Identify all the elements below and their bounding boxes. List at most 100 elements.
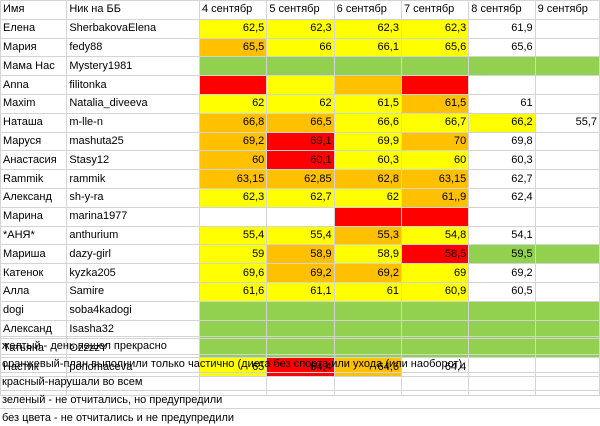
weight-cell[interactable]: 62,5 [198,18,268,39]
weight-cell[interactable] [534,93,600,114]
name-cell[interactable]: Мария [0,37,68,58]
weight-cell[interactable] [198,56,268,77]
weight-cell[interactable]: 66,6 [333,112,402,133]
name-cell[interactable]: Елена [0,18,68,39]
nickname-cell[interactable]: rammik [66,169,200,189]
weight-cell[interactable] [534,150,600,171]
weight-cell[interactable]: 65,5 [198,37,268,58]
name-cell[interactable]: dogi [0,300,68,321]
weight-cell[interactable] [468,75,536,95]
weight-cell[interactable] [198,300,268,321]
weight-cell[interactable]: 55,3 [333,225,402,246]
name-cell[interactable]: Мариша [0,244,68,265]
weight-cell[interactable]: 54,8 [400,225,470,246]
nickname-cell[interactable]: Stasy12 [66,150,200,171]
weight-cell[interactable]: 61 [333,281,402,302]
weight-cell[interactable] [400,319,470,340]
weight-cell[interactable]: 63,15 [400,169,470,189]
weight-cell[interactable]: 64,4 [400,357,470,377]
weight-cell[interactable]: 65,6 [400,37,470,58]
nickname-cell[interactable]: kyzka205 [66,263,200,283]
weight-cell[interactable] [534,263,600,283]
weight-cell[interactable] [534,281,600,302]
weight-cell[interactable] [400,206,470,227]
weight-cell[interactable] [534,244,600,265]
nickname-cell[interactable]: Samire [66,281,200,302]
weight-cell[interactable] [400,300,470,321]
weight-cell[interactable] [534,187,600,208]
name-cell[interactable]: Александ [0,187,68,208]
weight-cell[interactable]: 58,9 [333,244,402,265]
weight-cell[interactable]: 62,7 [266,187,335,208]
weight-cell[interactable]: 66,2 [468,112,536,133]
weight-cell[interactable]: 63,15 [198,169,268,189]
name-cell[interactable]: Наташа [0,112,68,133]
weight-cell[interactable]: 61,5 [400,93,470,114]
name-cell[interactable]: Анастасия [0,150,68,171]
weight-cell[interactable] [534,206,600,227]
weight-cell[interactable]: 62 [266,93,335,114]
weight-cell[interactable]: 60,3 [333,150,402,171]
column-header[interactable]: Имя [0,0,68,20]
name-cell[interactable]: Anna [0,75,68,95]
name-cell[interactable]: Маруся [0,131,68,152]
weight-cell[interactable]: 62,3 [198,187,268,208]
weight-cell[interactable]: 61,6 [198,281,268,302]
weight-cell[interactable] [266,338,335,359]
weight-cell[interactable] [534,131,600,152]
weight-cell[interactable] [534,338,600,359]
name-cell[interactable]: Алла [0,281,68,302]
weight-cell[interactable] [266,319,335,340]
weight-cell[interactable]: 66,5 [266,112,335,133]
weight-cell[interactable] [333,75,402,95]
weight-cell[interactable]: 69,2 [266,263,335,283]
weight-cell[interactable]: 69,8 [468,131,536,152]
nickname-cell[interactable]: marina1977 [66,206,200,227]
weight-cell[interactable]: 55,4 [198,225,268,246]
name-cell[interactable]: Настик [0,357,68,377]
nickname-cell[interactable]: mashuta25 [66,131,200,152]
weight-cell[interactable] [534,18,600,39]
weight-cell[interactable]: 69,2 [468,263,536,283]
weight-cell[interactable]: 62 [333,187,402,208]
weight-cell[interactable]: 61,9 [468,18,536,39]
weight-cell[interactable]: 60,3 [468,150,536,171]
weight-cell[interactable]: 65 [198,357,268,377]
weight-cell[interactable]: 69,2 [333,263,402,283]
weight-cell[interactable]: 55,7 [534,112,600,133]
name-cell[interactable]: Maxim [0,93,68,114]
column-header[interactable]: Ник на ББ [66,0,200,20]
weight-cell[interactable]: 60,5 [468,281,536,302]
weight-cell[interactable] [534,37,600,58]
weight-cell[interactable]: 60 [400,150,470,171]
weight-cell[interactable]: 62 [198,93,268,114]
weight-cell[interactable]: 66,7 [400,112,470,133]
nickname-cell[interactable]: anthurium [66,225,200,246]
weight-cell[interactable]: 69,9 [333,131,402,152]
nickname-cell[interactable]: sh-y-ra [66,187,200,208]
column-header[interactable]: 5 сентябр [266,0,335,20]
name-cell[interactable]: *АНЯ* [0,225,68,246]
weight-cell[interactable] [266,206,335,227]
weight-cell[interactable] [468,300,536,321]
weight-cell[interactable] [400,56,470,77]
nickname-cell[interactable]: soba4kadogi [66,300,200,321]
weight-cell[interactable] [534,225,600,246]
nickname-cell[interactable]: OzzzzY [66,338,200,359]
nickname-cell[interactable]: Isasha32 [66,319,200,340]
nickname-cell[interactable]: m-lle-n [66,112,200,133]
weight-cell[interactable]: 62,85 [266,169,335,189]
weight-cell[interactable]: 60 [198,150,268,171]
weight-cell[interactable] [198,206,268,227]
column-header[interactable]: 8 сентябр [468,0,536,20]
weight-cell[interactable]: 62,3 [400,18,470,39]
weight-cell[interactable] [266,56,335,77]
weight-cell[interactable] [333,56,402,77]
weight-cell[interactable]: 54,1 [468,225,536,246]
weight-cell[interactable]: 66,1 [333,37,402,58]
weight-cell[interactable] [266,75,335,95]
weight-cell[interactable]: 59,5 [468,244,536,265]
weight-cell[interactable]: 58,5 [400,244,470,265]
weight-cell[interactable]: 61,,9 [400,187,470,208]
weight-cell[interactable] [198,319,268,340]
